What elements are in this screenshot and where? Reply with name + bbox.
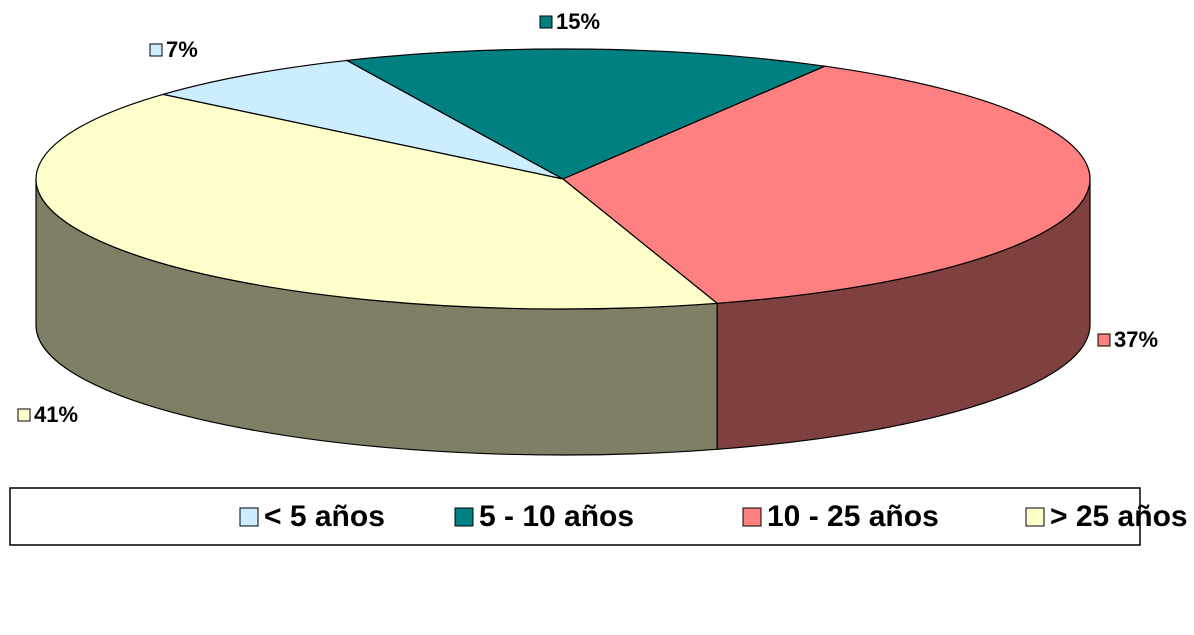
legend-label: < 5 años <box>264 500 385 533</box>
legend-swatch <box>742 507 762 527</box>
legend-label: 10 - 25 años <box>767 500 939 533</box>
legend-box <box>9 487 1141 546</box>
pie-slice <box>35 93 719 310</box>
legend-swatch <box>454 507 474 527</box>
data-label: 15% <box>556 9 600 34</box>
legend-label: 5 - 10 años <box>479 500 634 533</box>
pie-slice <box>561 65 1091 304</box>
data-label-swatch <box>539 15 553 29</box>
legend-swatch <box>1025 507 1045 527</box>
legend-swatch <box>239 507 259 527</box>
data-label-swatch <box>17 408 31 422</box>
pie-slice <box>162 59 564 180</box>
data-label: 41% <box>34 402 78 427</box>
data-label-swatch <box>149 43 163 57</box>
pie-slice <box>345 48 828 180</box>
legend-label: > 25 años <box>1050 500 1188 533</box>
data-label-swatch <box>1097 333 1111 347</box>
data-label: 7% <box>166 37 198 62</box>
data-label: 37% <box>1114 327 1158 352</box>
